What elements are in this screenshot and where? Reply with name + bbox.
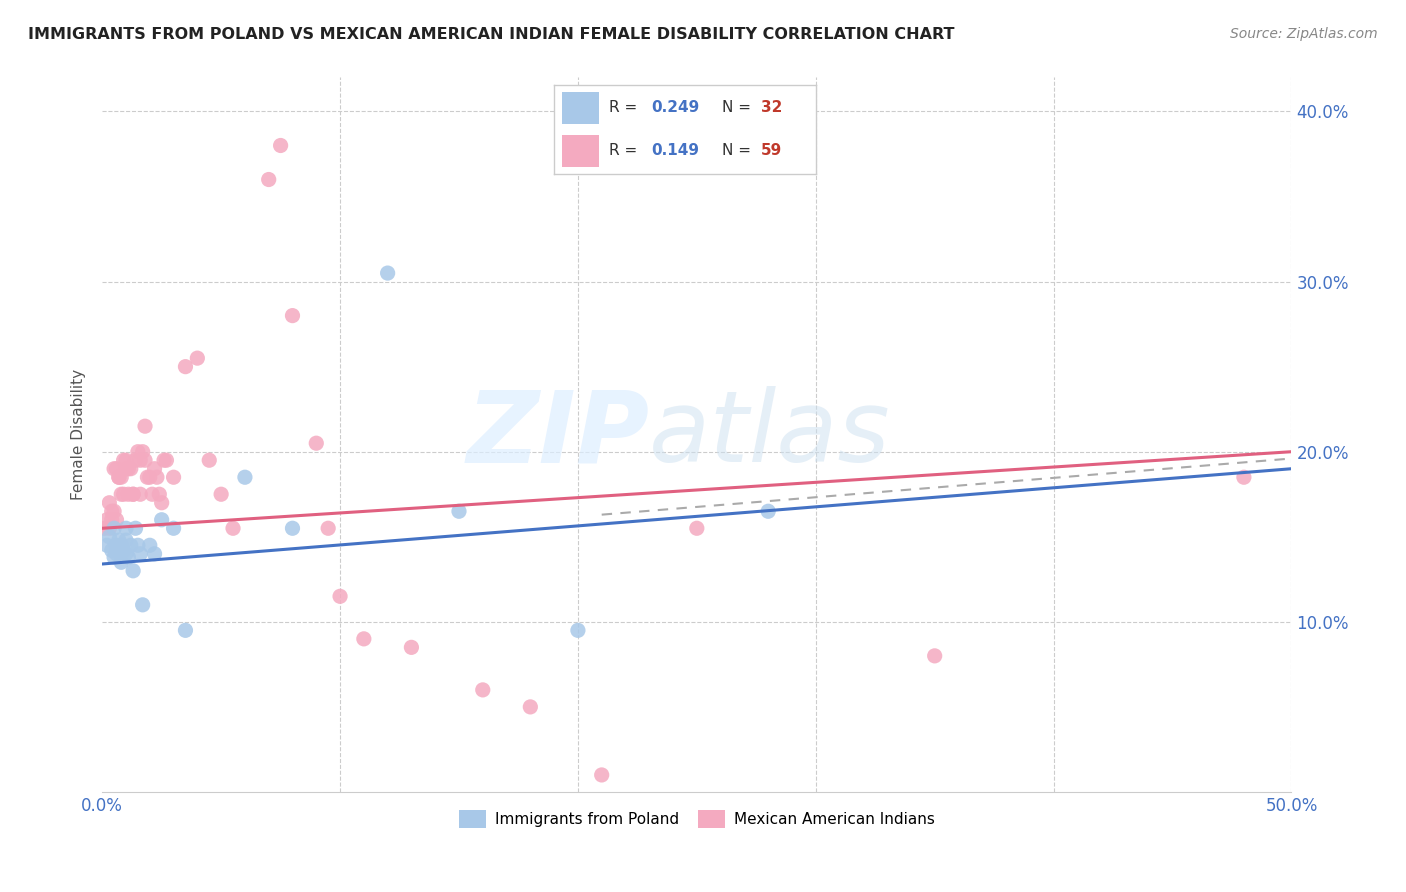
Point <box>103 461 125 475</box>
Point <box>281 521 304 535</box>
Point <box>209 487 232 501</box>
Point <box>98 496 121 510</box>
Point <box>103 504 125 518</box>
Point <box>124 453 146 467</box>
Point <box>377 266 399 280</box>
Point <box>108 470 131 484</box>
Point <box>122 487 145 501</box>
Point <box>198 453 221 467</box>
Point <box>143 547 166 561</box>
Point <box>110 555 132 569</box>
Point <box>186 351 208 366</box>
Point <box>136 470 159 484</box>
Point <box>519 699 541 714</box>
Point <box>120 538 142 552</box>
Point <box>174 624 197 638</box>
Point <box>134 453 156 467</box>
Point <box>150 513 173 527</box>
Point <box>162 470 184 484</box>
Point <box>257 172 280 186</box>
Point <box>120 461 142 475</box>
Point <box>96 538 118 552</box>
Point <box>105 547 128 561</box>
Point <box>139 470 162 484</box>
Point <box>591 768 613 782</box>
Point <box>127 444 149 458</box>
Point <box>117 461 139 475</box>
Point <box>93 521 115 535</box>
Point <box>756 504 779 518</box>
Point <box>155 453 177 467</box>
Point <box>105 513 128 527</box>
Point <box>127 538 149 552</box>
Point <box>117 550 139 565</box>
Point <box>100 504 122 518</box>
Point <box>353 632 375 646</box>
Point <box>153 453 176 467</box>
Point <box>222 521 245 535</box>
Point <box>567 624 589 638</box>
Point <box>131 444 153 458</box>
Point <box>115 521 138 535</box>
Point <box>281 309 304 323</box>
Point <box>100 543 122 558</box>
Point <box>316 521 339 535</box>
Point <box>139 538 162 552</box>
Point <box>134 419 156 434</box>
Y-axis label: Female Disability: Female Disability <box>72 369 86 500</box>
Point <box>115 453 138 467</box>
Point <box>122 487 145 501</box>
Point <box>98 530 121 544</box>
Point <box>270 138 292 153</box>
Point <box>143 461 166 475</box>
Point <box>148 487 170 501</box>
Point <box>115 547 138 561</box>
Point <box>98 521 121 535</box>
Point <box>108 470 131 484</box>
Point <box>105 538 128 552</box>
Point <box>100 513 122 527</box>
Point <box>115 461 138 475</box>
Legend: Immigrants from Poland, Mexican American Indians: Immigrants from Poland, Mexican American… <box>453 804 941 834</box>
Point <box>305 436 328 450</box>
Point <box>124 521 146 535</box>
Point <box>129 547 152 561</box>
Text: IMMIGRANTS FROM POLAND VS MEXICAN AMERICAN INDIAN FEMALE DISABILITY CORRELATION : IMMIGRANTS FROM POLAND VS MEXICAN AMERIC… <box>28 27 955 42</box>
Point <box>110 487 132 501</box>
Point <box>233 470 256 484</box>
Point <box>401 640 423 655</box>
Point <box>131 598 153 612</box>
Point <box>329 590 352 604</box>
Point <box>103 521 125 535</box>
Point <box>115 533 138 548</box>
Point <box>105 461 128 475</box>
Point <box>141 487 163 501</box>
Text: ZIP: ZIP <box>467 386 650 483</box>
Point <box>1233 470 1256 484</box>
Text: Source: ZipAtlas.com: Source: ZipAtlas.com <box>1230 27 1378 41</box>
Point <box>129 487 152 501</box>
Point <box>924 648 946 663</box>
Point <box>122 564 145 578</box>
Point <box>471 682 494 697</box>
Point <box>112 543 135 558</box>
Point <box>150 496 173 510</box>
Point <box>112 453 135 467</box>
Text: atlas: atlas <box>650 386 891 483</box>
Point <box>146 470 169 484</box>
Point <box>110 470 132 484</box>
Point <box>447 504 470 518</box>
Point <box>96 513 118 527</box>
Point <box>112 487 135 501</box>
Point <box>117 487 139 501</box>
Point <box>108 533 131 548</box>
Point <box>103 550 125 565</box>
Point <box>174 359 197 374</box>
Point <box>162 521 184 535</box>
Point <box>686 521 709 535</box>
Point <box>129 453 152 467</box>
Point <box>110 538 132 552</box>
